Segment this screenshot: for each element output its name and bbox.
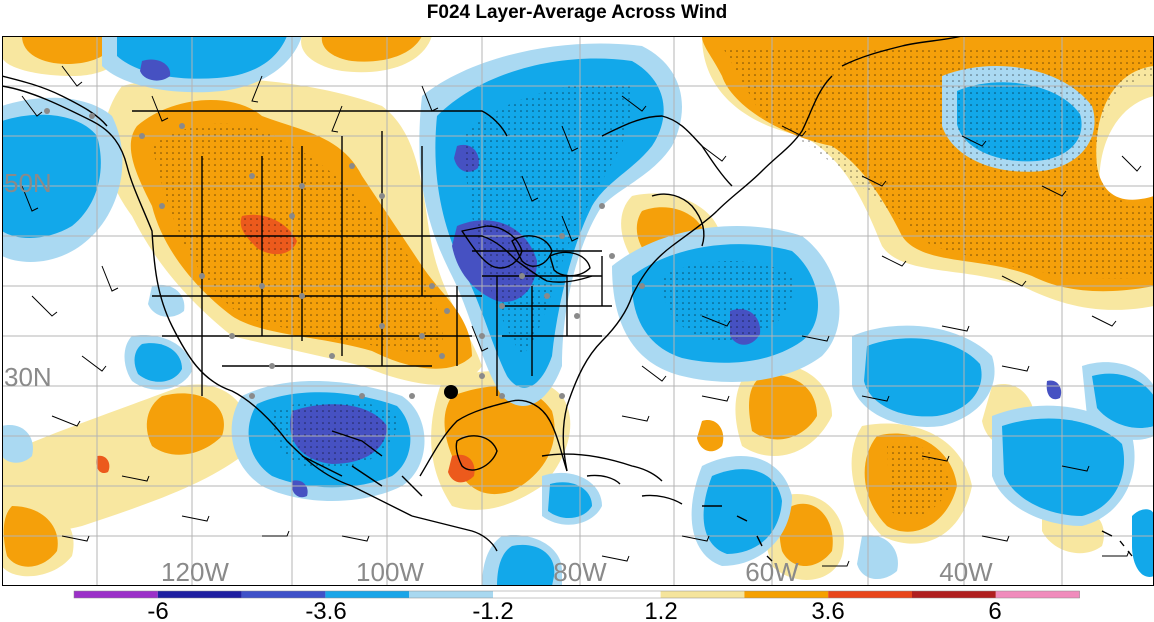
color-swatch-11 xyxy=(995,591,1080,598)
scale-tick-neg1-2: -1.2 xyxy=(472,598,513,622)
lon-label-80w: 80W xyxy=(553,557,607,586)
significance-stipple xyxy=(152,46,1154,518)
color-swatch-0 xyxy=(74,591,158,598)
color-swatch-3 xyxy=(325,591,410,598)
color-swatch-9 xyxy=(828,591,912,598)
color-scale-legend: -6 -3.6 -1.2 1.2 3.6 6 xyxy=(73,590,1080,622)
color-scale-frame xyxy=(73,590,1080,599)
lon-label-40w: 40W xyxy=(939,557,993,586)
color-swatch-1 xyxy=(157,591,242,598)
scale-tick-pos6: 6 xyxy=(988,598,1001,622)
lon-label-60w: 60W xyxy=(745,557,799,586)
color-swatches xyxy=(73,590,1080,599)
color-swatch-7 xyxy=(660,591,745,598)
lat-label-30n: 30N xyxy=(4,362,52,392)
lon-label-100w: 100W xyxy=(356,557,424,586)
lon-label-120w: 120W xyxy=(161,557,229,586)
color-swatch-4 xyxy=(409,591,493,598)
color-swatch-8 xyxy=(744,591,829,598)
coastlines-borders xyxy=(2,36,1133,562)
color-swatch-6 xyxy=(576,591,661,598)
color-swatch-10 xyxy=(912,591,996,598)
scale-tick-neg3-6: -3.6 xyxy=(305,598,346,622)
station-markers xyxy=(44,108,645,399)
scale-tick-pos3-6: 3.6 xyxy=(811,598,844,622)
lat-labels: 50N 30N xyxy=(4,168,52,392)
wind-barbs xyxy=(21,65,1142,567)
scale-tick-neg6: -6 xyxy=(147,598,168,622)
scale-tick-pos1-2: 1.2 xyxy=(644,598,677,622)
map-title: F024 Layer-Average Across Wind xyxy=(426,2,728,23)
storm-center-marker xyxy=(444,385,458,399)
weather-map: 50N 30N 120W 100W 80W 60W 40W xyxy=(2,36,1154,586)
color-swatch-2 xyxy=(241,591,326,598)
lat-label-50n: 50N xyxy=(4,168,52,198)
color-swatch-5 xyxy=(493,591,577,598)
lon-labels: 120W 100W 80W 60W 40W xyxy=(161,557,993,586)
